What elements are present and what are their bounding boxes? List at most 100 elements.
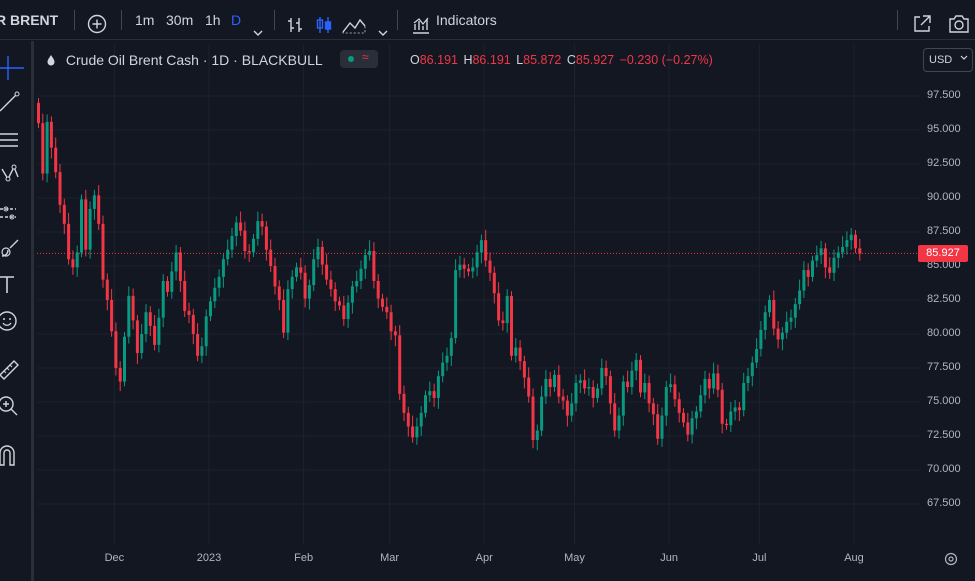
- candle: [445, 355, 449, 363]
- candle: [406, 412, 410, 427]
- zoom-icon[interactable]: [0, 394, 24, 418]
- fib-icon[interactable]: [0, 128, 24, 152]
- price-chart[interactable]: [37, 44, 920, 574]
- emoji-icon[interactable]: [0, 309, 24, 333]
- candle: [798, 290, 802, 305]
- price-scale[interactable]: 97.500 95.000 92.500 90.000 87.500 85.000 82.5…: [920, 44, 975, 581]
- high-value: 86.191: [472, 53, 511, 67]
- candle: [458, 264, 462, 271]
- candle: [338, 301, 341, 306]
- toolbar-separator: [397, 10, 398, 30]
- candle: [660, 415, 664, 439]
- candle: [148, 312, 152, 326]
- symbol-search[interactable]: R BRENT: [0, 12, 59, 28]
- candle: [737, 407, 741, 411]
- interval-1h[interactable]: 1h: [205, 12, 221, 28]
- candle: [432, 391, 436, 398]
- chevron-down-icon[interactable]: [377, 14, 389, 36]
- candle: [613, 403, 617, 431]
- candle: [656, 414, 660, 439]
- candle: [677, 399, 681, 413]
- candle: [247, 251, 251, 253]
- candle: [479, 240, 483, 253]
- projection-icon[interactable]: [0, 201, 24, 225]
- candle: [535, 430, 539, 441]
- area-style-icon[interactable]: [341, 10, 367, 34]
- pattern-icon[interactable]: [0, 163, 24, 187]
- time-tick-label: Dec: [104, 552, 125, 564]
- candle: [239, 222, 243, 231]
- candle: [372, 251, 376, 281]
- time-tick-label: May: [564, 552, 585, 564]
- candle: [196, 334, 200, 356]
- time-tick-label: Mar: [380, 552, 400, 564]
- interval-1m[interactable]: 1m: [135, 12, 155, 28]
- candle: [320, 246, 324, 265]
- candle: [522, 361, 526, 378]
- candle: [793, 304, 797, 318]
- candle: [419, 412, 423, 427]
- candle: [385, 306, 389, 313]
- interval-30m[interactable]: 30m: [166, 12, 194, 28]
- time-tick-label: Feb: [294, 552, 314, 564]
- candle: [703, 378, 707, 396]
- candle: [118, 368, 122, 382]
- candle: [729, 411, 733, 426]
- interval-d[interactable]: D: [231, 12, 242, 28]
- candle: [467, 268, 470, 272]
- candles-style-icon[interactable]: [314, 10, 334, 33]
- price-tick-label: 77.500: [927, 361, 961, 373]
- add-symbol-icon[interactable]: [86, 10, 108, 34]
- candle: [101, 223, 105, 280]
- candle: [755, 348, 759, 363]
- price-tick-label: 70.000: [927, 463, 961, 475]
- chevron-down-icon[interactable]: [252, 14, 264, 36]
- crosshair-icon[interactable]: [0, 56, 24, 80]
- time-tick-label: Jun: [660, 552, 678, 564]
- close-value: 85.927: [575, 53, 615, 67]
- candle: [428, 391, 432, 396]
- magnet-icon[interactable]: [0, 443, 24, 467]
- candle: [849, 234, 853, 241]
- candle: [342, 305, 346, 320]
- candle: [45, 121, 49, 174]
- toolbar-separator: [74, 10, 75, 30]
- price-tick-label: 90.000: [927, 191, 961, 203]
- candle: [71, 259, 75, 268]
- price-tick-label: 82.500: [927, 293, 961, 305]
- trend-line-icon[interactable]: [0, 91, 24, 115]
- candle: [574, 382, 578, 404]
- candle: [608, 376, 612, 404]
- candle: [484, 240, 488, 261]
- candle: [514, 347, 518, 356]
- candle: [355, 280, 359, 287]
- candle: [264, 226, 268, 250]
- ruler-icon[interactable]: [0, 357, 24, 381]
- time-tick-label: Apr: [475, 552, 493, 564]
- price-tick-label: 87.500: [927, 225, 961, 237]
- candle: [123, 336, 126, 382]
- price-tick-label: 97.500: [927, 89, 961, 101]
- candle: [742, 382, 746, 411]
- candle: [153, 325, 157, 345]
- candle: [398, 335, 402, 394]
- settings-icon[interactable]: [944, 552, 958, 571]
- candle: [617, 415, 621, 431]
- legend-title[interactable]: Crude Oil Brent Cash · 1D · BLACKBULL: [65, 52, 323, 68]
- fullscreen-icon[interactable]: [911, 10, 933, 32]
- indicators-icon[interactable]: [411, 10, 431, 34]
- legend-status-badge[interactable]: ≈: [340, 50, 379, 68]
- toolbar-separator: [121, 10, 122, 30]
- bars-style-icon[interactable]: [285, 10, 305, 32]
- screenshot-icon[interactable]: [947, 10, 971, 33]
- indicators-button[interactable]: Indicators: [436, 12, 497, 28]
- candle: [131, 295, 135, 321]
- text-icon[interactable]: [0, 273, 24, 297]
- candle: [62, 204, 66, 224]
- candle: [746, 376, 750, 383]
- price-tick-label: 80.000: [927, 327, 961, 339]
- currency-select[interactable]: USD: [923, 48, 973, 72]
- candle: [350, 286, 354, 303]
- brush-icon[interactable]: [0, 236, 24, 260]
- candle: [127, 295, 131, 337]
